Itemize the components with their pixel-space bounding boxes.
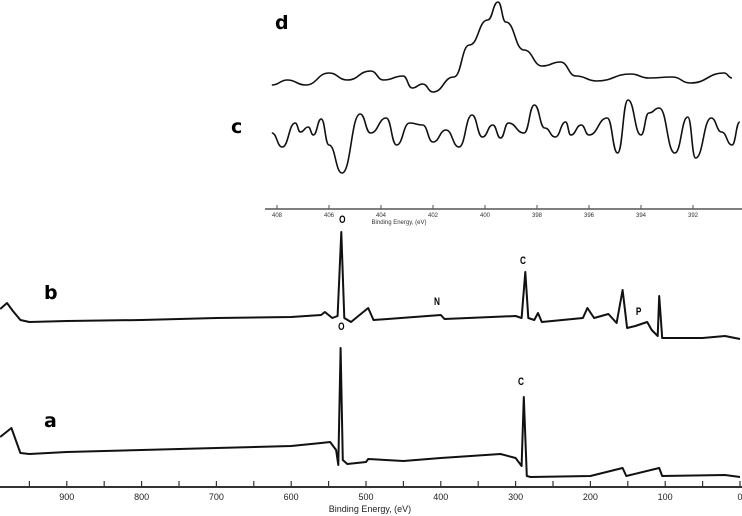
main-x-axis: 900 800 700 600 500 400 300 200 100 0 Binding Ener… bbox=[0, 481, 742, 514]
peak-label-b-C: C bbox=[519, 255, 526, 267]
peak-label-b-O: O bbox=[339, 214, 346, 226]
inset-tick-label: 406 bbox=[324, 213, 335, 219]
main-tick-label: 300 bbox=[508, 492, 523, 502]
main-tick-label: 600 bbox=[284, 492, 299, 502]
spectrum-line-b bbox=[0, 231, 741, 340]
peak-label-b-N: N bbox=[433, 296, 440, 308]
spectra bbox=[0, 1, 741, 478]
inset-tick-label: 392 bbox=[688, 213, 699, 219]
inset-axis-title: Binding Energy, (eV) bbox=[372, 220, 427, 226]
series-label-b: b bbox=[44, 282, 58, 304]
main-tick-label: 700 bbox=[209, 492, 224, 502]
spectrum-line-c bbox=[271, 99, 741, 174]
series-label-a: a bbox=[44, 410, 57, 432]
inset-tick-label: 394 bbox=[636, 213, 647, 219]
main-tick-label: 500 bbox=[358, 492, 373, 502]
inset-tick-label: 400 bbox=[480, 213, 491, 219]
main-tick-label: 900 bbox=[59, 492, 74, 502]
peak-label-a-O: O bbox=[338, 321, 345, 333]
main-tick-label: 0 bbox=[737, 492, 742, 502]
spectrum-line-a bbox=[0, 347, 741, 478]
series-label-c: c bbox=[231, 116, 243, 138]
inset-tick-label: 408 bbox=[272, 213, 283, 219]
main-tick-label: 100 bbox=[658, 492, 673, 502]
inset-tick-label: 402 bbox=[428, 213, 439, 219]
inset-x-axis: 408 406 404 402 400 398 396 394 392 Binding Energ… bbox=[265, 205, 742, 226]
series-label-d: d bbox=[275, 12, 289, 34]
main-axis-title: Binding Energy, (eV) bbox=[329, 504, 411, 514]
inset-tick-label: 398 bbox=[532, 213, 543, 219]
main-tick-label: 800 bbox=[134, 492, 149, 502]
inset-tick-label: 404 bbox=[376, 213, 387, 219]
peak-label-b-P: P bbox=[635, 306, 642, 318]
main-tick-label: 400 bbox=[433, 492, 448, 502]
inset-tick-label: 396 bbox=[584, 213, 595, 219]
peak-label-a-C: C bbox=[517, 376, 524, 388]
main-tick-label: 200 bbox=[583, 492, 598, 502]
spectrum-line-d bbox=[271, 1, 733, 93]
